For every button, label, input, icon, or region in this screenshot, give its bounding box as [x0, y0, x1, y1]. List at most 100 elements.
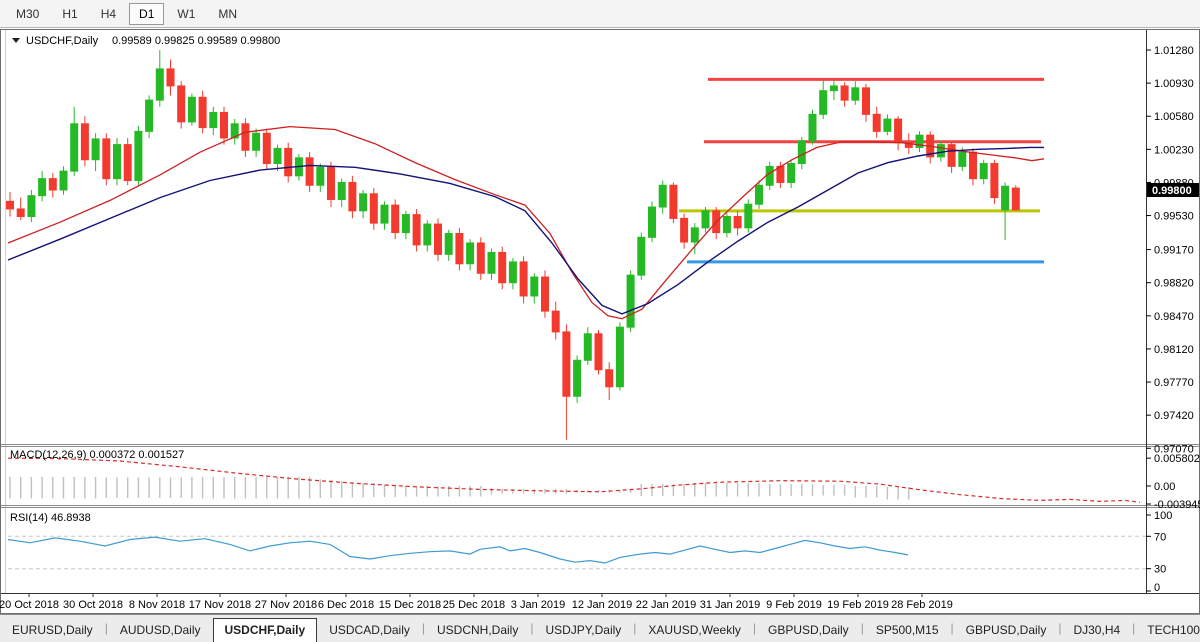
candle-body — [198, 96, 207, 129]
chart-tabs: EURUSD,Daily | AUDUSD,Daily USDCHF,Daily USD… — [0, 614, 1200, 642]
candle-body — [455, 233, 464, 265]
date-tick-label: 9 Feb 2019 — [766, 599, 822, 611]
candle-body — [690, 227, 699, 243]
tab-sp500-m15[interactable]: SP500,M15 — [875, 623, 939, 637]
tab-dj30-h4[interactable]: DJ30,H4 — [1073, 623, 1121, 637]
date-tick-label: 25 Dec 2018 — [443, 599, 505, 611]
price-tick-label: 1.00930 — [1154, 78, 1194, 90]
candle-body — [80, 123, 89, 161]
candle-body — [755, 184, 763, 205]
candle-body — [990, 163, 999, 199]
date-tick-label: 15 Dec 2018 — [379, 599, 441, 611]
candle-body — [284, 147, 293, 177]
candle-body — [551, 310, 560, 333]
candle-body — [722, 215, 731, 234]
candle-body — [648, 206, 656, 238]
candle-body — [134, 130, 143, 182]
candle-body — [316, 166, 325, 186]
candle-body — [401, 214, 410, 234]
symbol-dropdown-icon[interactable] — [12, 38, 20, 43]
candle-body — [123, 144, 132, 182]
rsi-line — [7, 536, 909, 564]
date-tick-label: 3 Jan 2019 — [511, 599, 565, 611]
tab-usdcad-daily[interactable]: USDCAD,Daily — [329, 623, 410, 637]
rsi-pane-surface[interactable] — [6, 509, 1146, 593]
candle-body — [434, 223, 442, 255]
candle-body — [862, 87, 870, 115]
timeframe-button-mn[interactable]: MN — [218, 6, 238, 21]
candle-body — [16, 208, 25, 217]
candle-body — [48, 178, 57, 191]
candle-body — [337, 181, 346, 200]
candle-body — [541, 276, 549, 312]
candle-body — [91, 138, 100, 161]
candle-body — [1011, 187, 1020, 211]
candle-body — [658, 184, 667, 208]
tab-usdchf-daily[interactable]: USDCHF,Daily — [212, 618, 318, 642]
candle-body — [444, 233, 453, 255]
candle-body — [637, 236, 646, 276]
candle-body — [412, 214, 421, 246]
tab-separator: | — [950, 620, 954, 635]
tab-usdjpy-daily[interactable]: USDJPY,Daily — [545, 623, 622, 637]
candle-body — [979, 163, 988, 180]
price-tick-label: 0.98120 — [1154, 344, 1194, 356]
candle-body — [380, 204, 389, 224]
tab-separator: | — [1058, 620, 1062, 635]
date-tick-label: 12 Jan 2019 — [572, 599, 633, 611]
tab-usdcnh-daily[interactable]: USDCNH,Daily — [437, 623, 519, 637]
candle-body — [230, 123, 239, 139]
candle-body — [262, 132, 271, 165]
candle-body — [38, 178, 47, 197]
current-price-label: 0.99800 — [1152, 185, 1192, 197]
candle-body — [252, 132, 261, 151]
tab-gbpusd-daily[interactable]: GBPUSD,Daily — [965, 623, 1047, 637]
tab-tech100-i[interactable]: TECH100,I — [1147, 623, 1200, 637]
macd-tick-label: -0.003945 — [1154, 499, 1200, 511]
price-tick-label: 0.97420 — [1154, 410, 1194, 422]
date-tick-label: 27 Nov 2018 — [255, 599, 317, 611]
timeframe-button-w1[interactable]: W1 — [177, 6, 196, 21]
candle-body — [348, 181, 357, 212]
candle-body — [904, 142, 913, 148]
rsi-label: RSI(14) 46.8938 — [10, 512, 91, 524]
tab-eurusd-daily[interactable]: EURUSD,Daily — [12, 623, 93, 637]
candle-body — [969, 151, 977, 180]
candle-body — [530, 276, 539, 297]
candle-body — [145, 99, 154, 132]
tab-gbpusd-daily[interactable]: GBPUSD,Daily — [768, 623, 849, 637]
candle-body — [808, 113, 817, 142]
price-tick-label: 0.99530 — [1154, 211, 1194, 223]
tab-separator: | — [752, 620, 756, 635]
tab-audusd-daily[interactable]: AUDUSD,Daily — [119, 623, 201, 637]
candle-body — [27, 195, 36, 217]
candle-body — [391, 204, 400, 234]
candle-body — [594, 333, 603, 371]
candle-body — [187, 96, 196, 123]
timeframe-button-m30[interactable]: M30 — [16, 6, 40, 21]
timeframe-button-d1[interactable]: D1 — [129, 2, 165, 25]
price-tick-label: 0.99170 — [1154, 245, 1194, 257]
candle-body — [476, 242, 485, 274]
timeframe-button-h1[interactable]: H1 — [62, 6, 78, 21]
price-tick-label: 1.00230 — [1154, 144, 1194, 156]
candle-body — [241, 123, 250, 151]
macd-label: MACD(12,26,9) 0.000372 0.001527 — [10, 449, 184, 461]
candle-body — [883, 118, 892, 132]
candle-body — [915, 134, 924, 148]
candle-body — [423, 223, 432, 246]
timeframe-toolbar: M30 H1 H4 D1 W1 MN — [0, 0, 1200, 28]
candle-body — [958, 151, 967, 167]
candle-body — [680, 217, 689, 243]
candle-body — [327, 166, 335, 200]
rsi-tick-label: 100 — [1154, 510, 1172, 522]
tab-separator: | — [860, 620, 864, 635]
tab-xauusd-weekly[interactable]: XAUUSD,Weekly — [648, 623, 741, 637]
candle-body — [508, 261, 517, 284]
date-tick-label: 30 Oct 2018 — [63, 599, 123, 611]
candle-body — [166, 68, 175, 87]
rsi-tick-label: 70 — [1154, 531, 1166, 543]
timeframe-button-h4[interactable]: H4 — [100, 6, 117, 21]
